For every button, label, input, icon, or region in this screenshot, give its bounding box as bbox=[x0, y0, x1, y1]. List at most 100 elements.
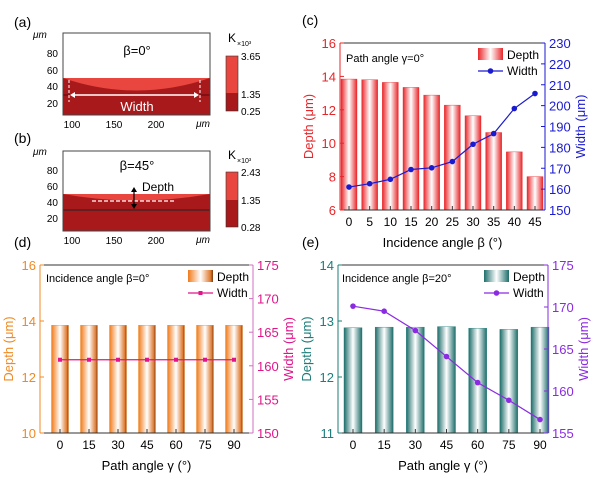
colorbar-unit: K bbox=[228, 148, 236, 162]
x-tick-label: 75 bbox=[502, 438, 516, 452]
x-tick-label: 15 bbox=[404, 215, 418, 229]
panel-b: (b) μm Depth β=45° 20 40 60 80 100 150 2… bbox=[14, 130, 261, 247]
colorbar-mid: 1.35 bbox=[241, 90, 261, 101]
x-tick-label: 15 bbox=[82, 438, 96, 452]
legend: Depth Width bbox=[188, 270, 249, 300]
colorbar-mid: 1.35 bbox=[241, 196, 261, 207]
y2-tick-label: 160 bbox=[552, 384, 574, 399]
y-tick: 60 bbox=[47, 182, 59, 193]
width-point bbox=[381, 308, 387, 315]
x-tick-label: 20 bbox=[425, 215, 439, 229]
x-tick-label: 60 bbox=[169, 438, 183, 452]
x-tick-label: 30 bbox=[111, 438, 125, 452]
width-point bbox=[532, 90, 538, 97]
x-unit: μm bbox=[195, 235, 210, 246]
bar-depth bbox=[167, 325, 185, 434]
legend-label-depth: Depth bbox=[507, 48, 539, 62]
colorbar-high bbox=[226, 172, 238, 200]
y-tick: 80 bbox=[47, 49, 59, 60]
chart-panel-c: (c)6810121416150160170180190200210220230… bbox=[301, 12, 588, 250]
width-point bbox=[408, 166, 414, 173]
width-point bbox=[506, 397, 512, 404]
x-tick: 100 bbox=[64, 236, 81, 247]
heatmap-melt-pool bbox=[63, 78, 210, 91]
x-tick-label: 5 bbox=[366, 215, 373, 229]
plot-frame bbox=[62, 150, 211, 232]
y-tick: 40 bbox=[47, 198, 59, 209]
colorbar-min: 0.25 bbox=[241, 107, 261, 118]
bar-depth bbox=[423, 94, 440, 211]
bar-depth bbox=[361, 79, 378, 211]
legend-marker bbox=[487, 68, 494, 74]
bar-depth bbox=[343, 327, 363, 434]
width-point bbox=[474, 379, 481, 386]
width-point bbox=[366, 180, 373, 187]
y-tick: 40 bbox=[47, 82, 59, 93]
panel-label: (a) bbox=[14, 14, 31, 30]
y2-axis-label: Width (μm) bbox=[573, 95, 588, 159]
panel-title: β=0° bbox=[123, 43, 151, 58]
legend-marker bbox=[493, 290, 500, 296]
width-point bbox=[511, 105, 518, 112]
y2-tick-label: 170 bbox=[552, 300, 574, 315]
y2-tick-label: 155 bbox=[552, 426, 574, 441]
bar-depth bbox=[464, 115, 482, 211]
chart-panel-d: (d) 10 12 14 16 150 155 160 165 170 175 0 15 30 45 60 75… bbox=[1, 234, 296, 473]
y-unit: μm bbox=[32, 30, 47, 41]
x-tick-label: 45 bbox=[140, 438, 154, 452]
width-point bbox=[537, 416, 543, 423]
legend-label-width: Width bbox=[217, 286, 248, 300]
width-point bbox=[203, 357, 207, 362]
y2-tick-label: 170 bbox=[549, 161, 571, 176]
y2-axis-label: Width (μm) bbox=[576, 317, 591, 381]
y-unit: μm bbox=[32, 147, 47, 158]
bar-depth bbox=[499, 329, 519, 434]
y-axis-label: Depth (μm) bbox=[1, 316, 16, 381]
x-tick-label: 15 bbox=[377, 438, 391, 452]
x-tick: 200 bbox=[148, 120, 165, 131]
panel-a: (a) μm Width β=0° 20 40 60 80 100 150 20… bbox=[14, 14, 261, 131]
arrow-heads bbox=[131, 187, 137, 209]
x-tick-label: 45 bbox=[528, 215, 542, 229]
y-tick: 80 bbox=[47, 166, 59, 177]
y2-tick-label: 175 bbox=[257, 258, 279, 273]
bar-depth bbox=[80, 325, 98, 434]
y2-tick-label: 165 bbox=[552, 342, 574, 357]
legend-label-width: Width bbox=[507, 64, 538, 78]
y2-tick-label: 165 bbox=[257, 325, 279, 340]
x-tick-label: 30 bbox=[409, 438, 423, 452]
legend-label-depth: Depth bbox=[217, 270, 249, 284]
x-axis-label: Path angle γ (°) bbox=[398, 458, 488, 473]
colorbar-min: 0.28 bbox=[241, 223, 261, 234]
colorbar-scale: ×10³ bbox=[237, 41, 252, 48]
x-tick-label: 30 bbox=[466, 215, 480, 229]
y-tick-label: 14 bbox=[22, 314, 36, 329]
y-tick-label: 16 bbox=[322, 36, 336, 51]
x-tick-label: 35 bbox=[487, 215, 501, 229]
panel-label: (c) bbox=[302, 12, 318, 28]
legend-swatch-depth bbox=[484, 270, 509, 282]
panel-label: (d) bbox=[14, 234, 31, 250]
charts: (c)6810121416150160170180190200210220230… bbox=[1, 12, 591, 473]
y2-tick-label: 230 bbox=[549, 36, 571, 51]
y-tick-label: 14 bbox=[322, 69, 336, 84]
y2-tick-label: 175 bbox=[552, 258, 574, 273]
x-tick-label: 45 bbox=[440, 438, 454, 452]
bar-depth bbox=[109, 325, 127, 434]
y2-tick-label: 190 bbox=[549, 120, 571, 135]
bar-depth bbox=[506, 151, 523, 211]
bar-depth bbox=[382, 82, 399, 211]
legend: Depth Width bbox=[484, 270, 545, 300]
chart-annotation: Path angle γ=0° bbox=[346, 53, 424, 65]
y-tick-label: 12 bbox=[320, 370, 334, 385]
bar-depth bbox=[526, 176, 544, 211]
bar-depth bbox=[374, 326, 394, 434]
plot-frame bbox=[62, 32, 211, 116]
width-point bbox=[232, 357, 236, 362]
x-tick-label: 25 bbox=[446, 215, 460, 229]
y2-tick-label: 210 bbox=[549, 78, 571, 93]
y-tick-label: 11 bbox=[321, 426, 335, 441]
y2-tick-label: 155 bbox=[257, 392, 279, 407]
colorbar: K ×10³ 3.65 1.35 0.25 bbox=[225, 31, 261, 118]
